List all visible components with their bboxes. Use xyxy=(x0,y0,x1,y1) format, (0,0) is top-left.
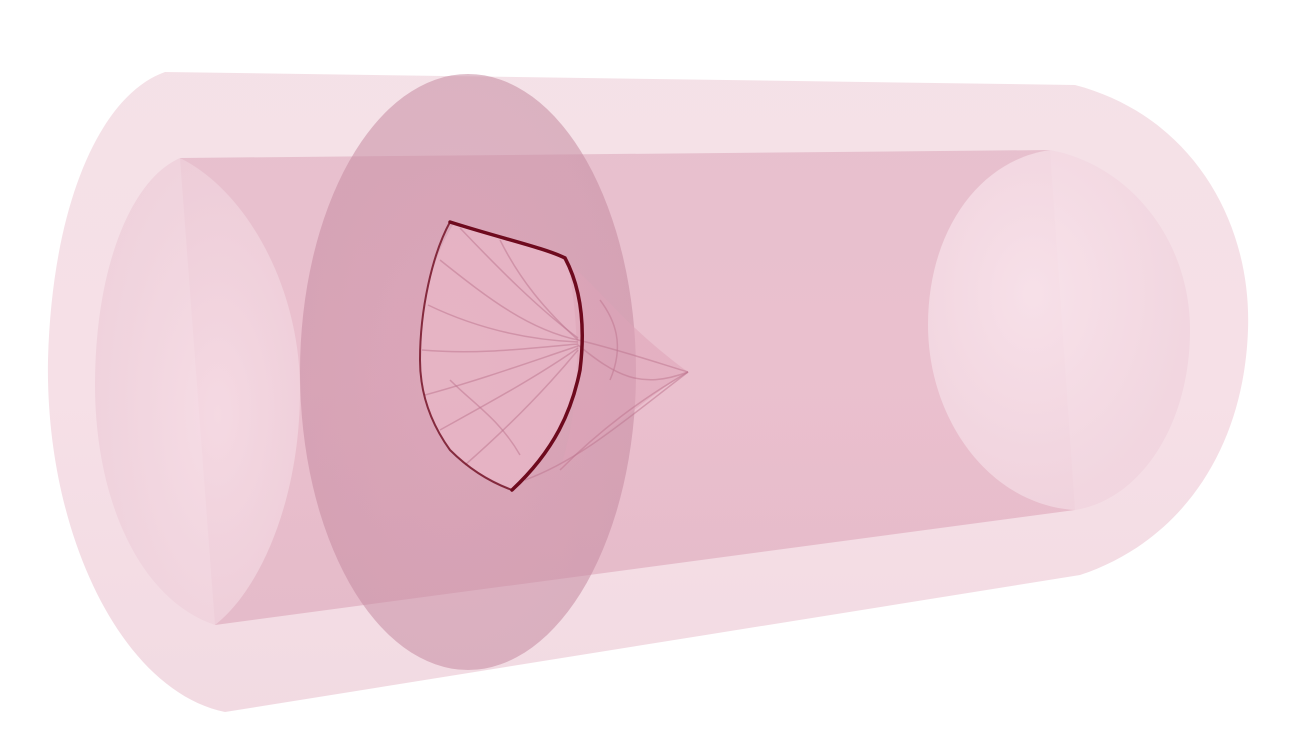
right-cap-opening xyxy=(928,150,1190,510)
valve-leaflets xyxy=(418,220,689,492)
left-cap-opening xyxy=(95,158,300,625)
